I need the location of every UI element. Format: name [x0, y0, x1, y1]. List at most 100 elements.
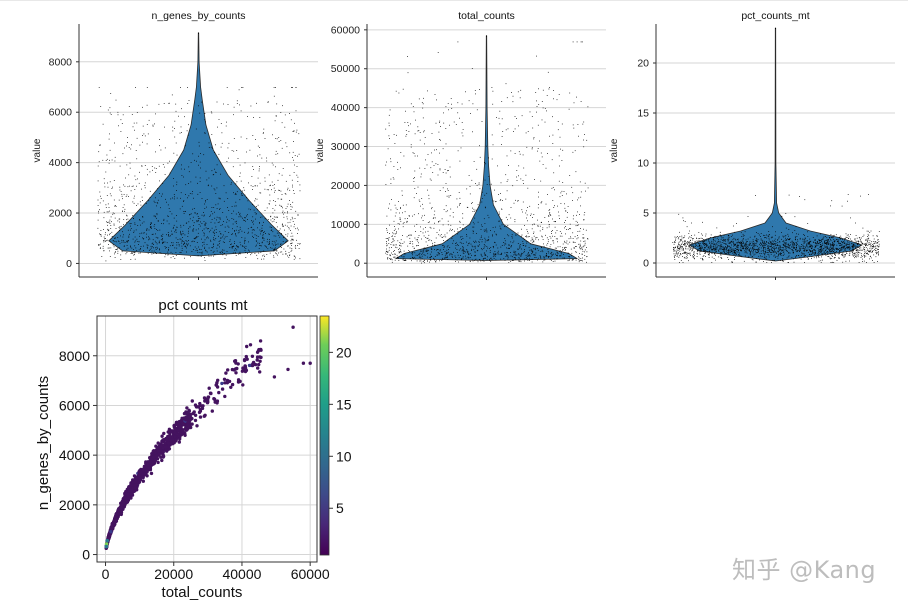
jitter-point: [768, 236, 769, 237]
jitter-point: [242, 245, 243, 246]
jitter-point: [828, 256, 829, 257]
jitter-point: [406, 130, 407, 131]
jitter-point: [471, 250, 472, 251]
jitter-point: [469, 175, 470, 176]
jitter-point: [198, 105, 199, 106]
jitter-point: [420, 132, 421, 133]
jitter-point: [258, 178, 259, 179]
jitter-point: [222, 132, 223, 133]
jitter-point: [425, 137, 426, 138]
jitter-point: [493, 227, 494, 228]
jitter-point: [866, 253, 867, 254]
jitter-point: [580, 248, 581, 249]
jitter-point: [701, 238, 702, 239]
jitter-point: [792, 250, 793, 251]
jitter-point: [857, 253, 858, 254]
jitter-point: [283, 211, 284, 212]
jitter-point: [540, 258, 541, 259]
jitter-point: [523, 202, 524, 203]
jitter-point: [421, 261, 422, 262]
jitter-point: [750, 244, 751, 245]
jitter-point: [506, 255, 507, 256]
jitter-point: [436, 149, 437, 150]
jitter-point: [805, 247, 806, 248]
jitter-point: [233, 166, 234, 167]
jitter-point: [139, 241, 140, 242]
jitter-point: [299, 244, 300, 245]
jitter-point: [402, 212, 403, 213]
jitter-point: [583, 140, 584, 141]
jitter-point: [485, 240, 486, 241]
jitter-point: [252, 189, 253, 190]
jitter-point: [467, 207, 468, 208]
y-axis-label: value: [315, 138, 326, 162]
jitter-point: [122, 242, 123, 243]
jitter-point: [569, 256, 570, 257]
jitter-point: [850, 218, 851, 219]
jitter-point: [174, 194, 175, 195]
jitter-point: [152, 246, 153, 247]
jitter-point: [168, 250, 169, 251]
jitter-point: [429, 198, 430, 199]
jitter-point: [550, 259, 551, 260]
y-tick-label-1: 10000: [331, 219, 360, 231]
jitter-point: [545, 235, 546, 236]
jitter-point: [429, 222, 430, 223]
jitter-point: [282, 122, 283, 123]
jitter-point: [855, 242, 856, 243]
jitter-point: [781, 251, 782, 252]
jitter-point: [200, 168, 201, 169]
jitter-point: [710, 237, 711, 238]
jitter-point: [123, 219, 124, 220]
jitter-point: [500, 259, 501, 260]
jitter-point: [824, 246, 825, 247]
jitter-point: [215, 238, 216, 239]
jitter-point: [185, 194, 186, 195]
jitter-point: [108, 248, 109, 249]
jitter-point: [508, 248, 509, 249]
jitter-point: [388, 208, 389, 209]
jitter-point: [225, 258, 226, 259]
jitter-point: [765, 245, 766, 246]
jitter-point: [715, 241, 716, 242]
jitter-point: [562, 247, 563, 248]
jitter-point: [204, 208, 205, 209]
jitter-point: [677, 253, 678, 254]
jitter-point: [434, 260, 435, 261]
jitter-point: [149, 250, 150, 251]
jitter-point: [460, 248, 461, 249]
jitter-point: [256, 206, 257, 207]
jitter-point: [722, 242, 723, 243]
jitter-point: [693, 249, 694, 250]
jitter-point: [858, 255, 859, 256]
jitter-point: [126, 249, 127, 250]
jitter-point: [573, 152, 574, 153]
jitter-point: [702, 238, 703, 239]
jitter-point: [544, 246, 545, 247]
jitter-point: [532, 262, 533, 263]
jitter-point: [717, 247, 718, 248]
jitter-point: [834, 241, 835, 242]
jitter-point: [278, 235, 279, 236]
jitter-point: [403, 223, 404, 224]
jitter-point: [684, 237, 685, 238]
jitter-point: [877, 249, 878, 250]
jitter-point: [485, 223, 486, 224]
jitter-point: [836, 251, 837, 252]
jitter-point: [271, 227, 272, 228]
jitter-point: [156, 206, 157, 207]
jitter-point: [745, 252, 746, 253]
jitter-point: [242, 191, 243, 192]
jitter-point: [263, 232, 264, 233]
jitter-point: [734, 238, 735, 239]
jitter-point: [428, 235, 429, 236]
jitter-point: [387, 216, 388, 217]
jitter-point: [729, 243, 730, 244]
jitter-point: [753, 251, 754, 252]
jitter-point: [825, 236, 826, 237]
jitter-point: [403, 258, 404, 259]
jitter-point: [486, 229, 487, 230]
jitter-point: [110, 113, 111, 114]
jitter-point: [528, 260, 529, 261]
jitter-point: [221, 238, 222, 239]
